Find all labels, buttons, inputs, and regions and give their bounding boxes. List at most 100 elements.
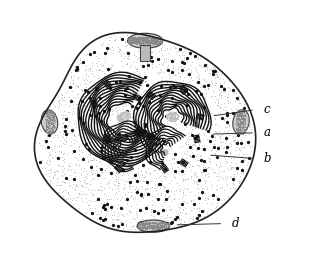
Point [166, 112, 172, 116]
Point [136, 38, 141, 42]
Point [144, 37, 149, 41]
Point [231, 179, 236, 183]
Point [161, 186, 166, 191]
Point [121, 115, 127, 119]
Point [156, 36, 161, 40]
Point [125, 117, 130, 121]
Point [101, 199, 106, 204]
Point [162, 194, 167, 199]
Point [135, 40, 140, 44]
Point [164, 149, 169, 154]
Point [160, 149, 165, 153]
Point [141, 39, 146, 43]
Point [154, 133, 160, 137]
Point [176, 211, 181, 215]
Point [125, 145, 130, 149]
Point [118, 48, 123, 53]
Point [142, 38, 148, 43]
Point [186, 79, 191, 83]
Point [152, 41, 157, 46]
Point [129, 38, 134, 42]
Point [158, 223, 163, 227]
Point [142, 224, 147, 228]
Point [239, 119, 244, 124]
Point [147, 38, 152, 42]
Point [174, 117, 180, 121]
Point [48, 124, 53, 128]
Point [163, 152, 168, 157]
Point [223, 147, 228, 151]
Point [137, 227, 142, 231]
Point [130, 147, 135, 152]
Point [72, 133, 77, 137]
Point [116, 115, 121, 120]
Point [143, 75, 148, 79]
Point [169, 118, 174, 122]
Point [97, 125, 102, 130]
Point [87, 91, 92, 95]
Point [132, 84, 137, 88]
Point [125, 144, 130, 149]
Point [159, 193, 164, 197]
Point [165, 113, 170, 118]
Point [234, 116, 239, 120]
Point [162, 225, 167, 229]
Point [175, 216, 181, 220]
Point [151, 37, 156, 41]
Point [188, 131, 193, 135]
Point [203, 68, 208, 72]
Point [216, 70, 221, 74]
Point [44, 114, 49, 118]
Point [107, 118, 112, 122]
Point [68, 164, 73, 169]
Point [53, 133, 58, 137]
Point [128, 146, 133, 151]
Point [144, 61, 149, 65]
Point [114, 138, 120, 142]
Point [48, 127, 53, 131]
Point [125, 150, 130, 154]
Point [104, 146, 109, 150]
Point [108, 86, 113, 90]
Point [163, 222, 168, 227]
Point [139, 192, 144, 196]
Point [48, 109, 53, 114]
Point [135, 40, 140, 44]
Point [235, 129, 240, 133]
Point [143, 35, 148, 39]
Point [170, 99, 175, 104]
Point [126, 146, 131, 150]
Point [127, 147, 132, 151]
Point [137, 227, 142, 231]
Point [146, 224, 151, 228]
Point [111, 63, 116, 67]
Point [115, 116, 120, 121]
Point [175, 65, 181, 69]
Point [240, 110, 245, 115]
Point [213, 131, 218, 135]
Point [163, 106, 168, 110]
Point [47, 117, 52, 121]
Point [237, 111, 243, 115]
Point [132, 41, 137, 45]
Point [45, 155, 50, 159]
Point [45, 131, 50, 136]
Point [47, 170, 52, 175]
Point [239, 131, 245, 136]
Point [115, 74, 120, 78]
Point [138, 225, 143, 230]
Point [51, 124, 56, 128]
Point [143, 188, 148, 192]
Point [192, 66, 197, 70]
Point [62, 109, 67, 114]
Point [145, 36, 150, 40]
Point [130, 147, 135, 151]
Point [157, 225, 162, 229]
Point [145, 39, 151, 44]
Point [162, 141, 167, 145]
Point [45, 162, 50, 167]
Point [135, 35, 140, 39]
Point [225, 160, 230, 165]
Point [139, 107, 144, 111]
Point [160, 151, 165, 155]
